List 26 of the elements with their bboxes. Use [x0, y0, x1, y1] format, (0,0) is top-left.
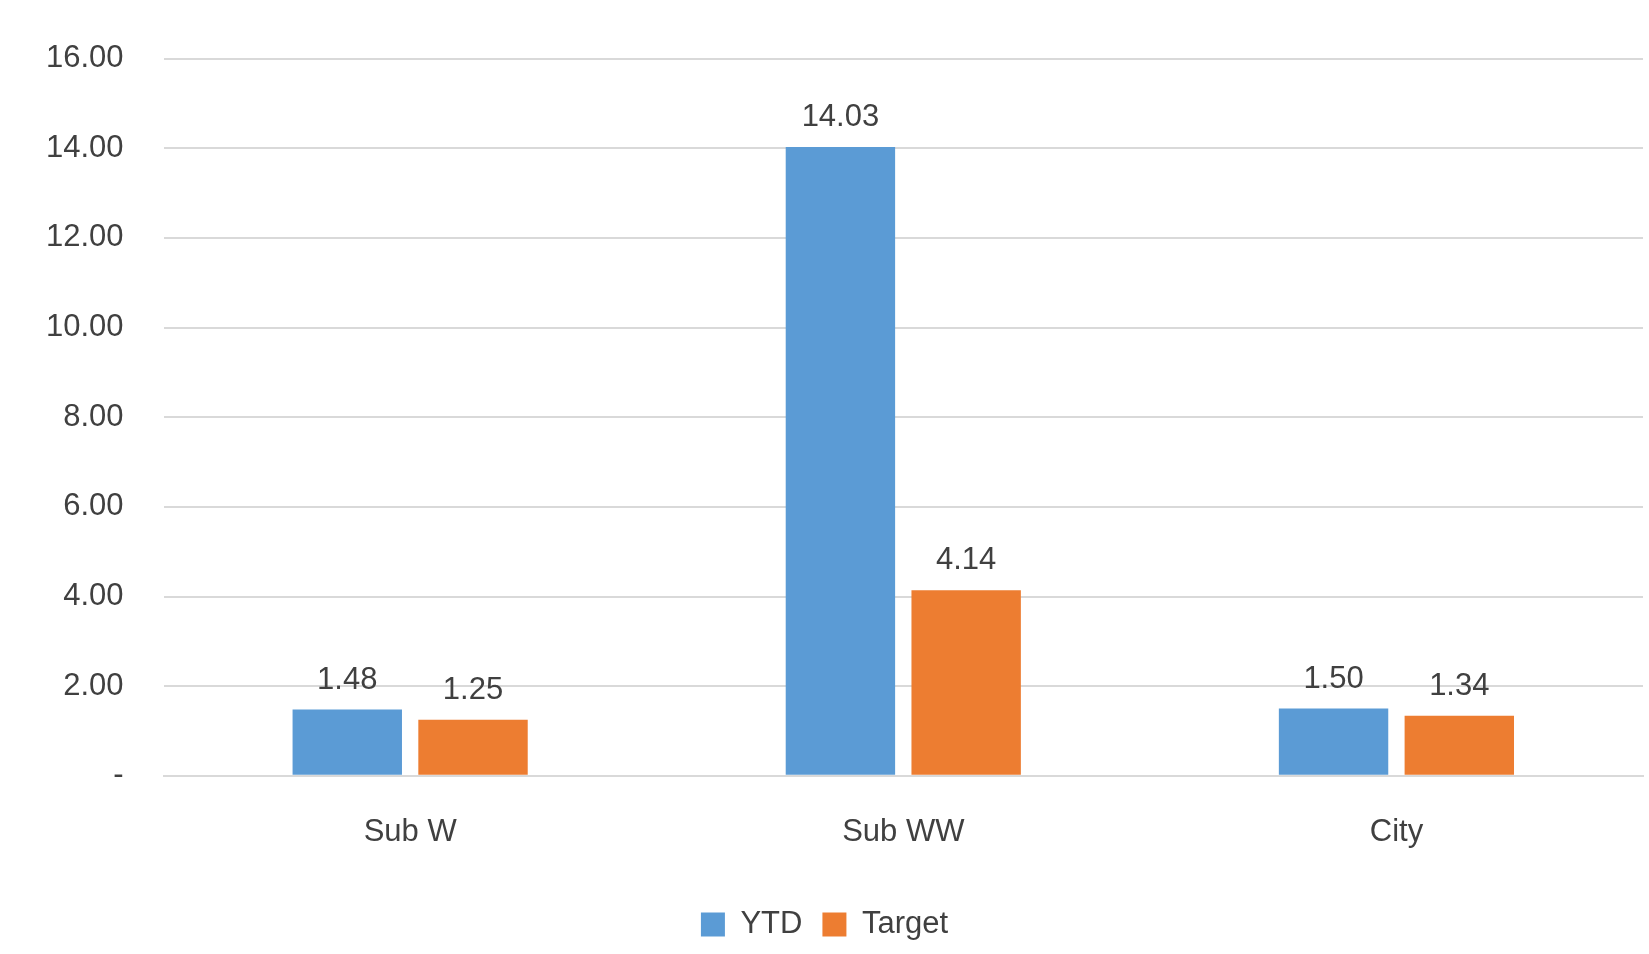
data-label: 1.48 [317, 660, 378, 696]
y-tick-label: 16.00 [46, 39, 124, 75]
y-tick-label: 10.00 [46, 308, 124, 344]
data-label: 1.50 [1303, 659, 1364, 695]
y-tick-label: 4.00 [63, 577, 124, 613]
data-label: 1.25 [442, 670, 504, 706]
bar [418, 719, 528, 775]
bar [1404, 715, 1515, 775]
y-tick-label: 8.00 [63, 397, 124, 433]
y-tick-label: 6.00 [63, 487, 124, 523]
data-label: 4.14 [935, 541, 997, 577]
y-tick-label: 2.00 [63, 666, 124, 702]
data-label: 1.34 [1429, 666, 1490, 702]
y-tick-label: - [113, 756, 124, 792]
bar [292, 709, 402, 775]
y-tick-label: 12.00 [46, 218, 124, 254]
y-tick-label: 14.00 [46, 128, 124, 164]
bar [911, 590, 1021, 775]
data-label: 14.03 [801, 97, 880, 133]
legend-label: Target [861, 905, 949, 941]
x-tick-label: City [1369, 812, 1424, 848]
x-tick-label: Sub W [363, 812, 458, 848]
legend-label: YTD [740, 905, 803, 941]
bar [785, 146, 896, 775]
bar [1278, 708, 1389, 775]
x-tick-label: Sub WW [842, 812, 966, 848]
